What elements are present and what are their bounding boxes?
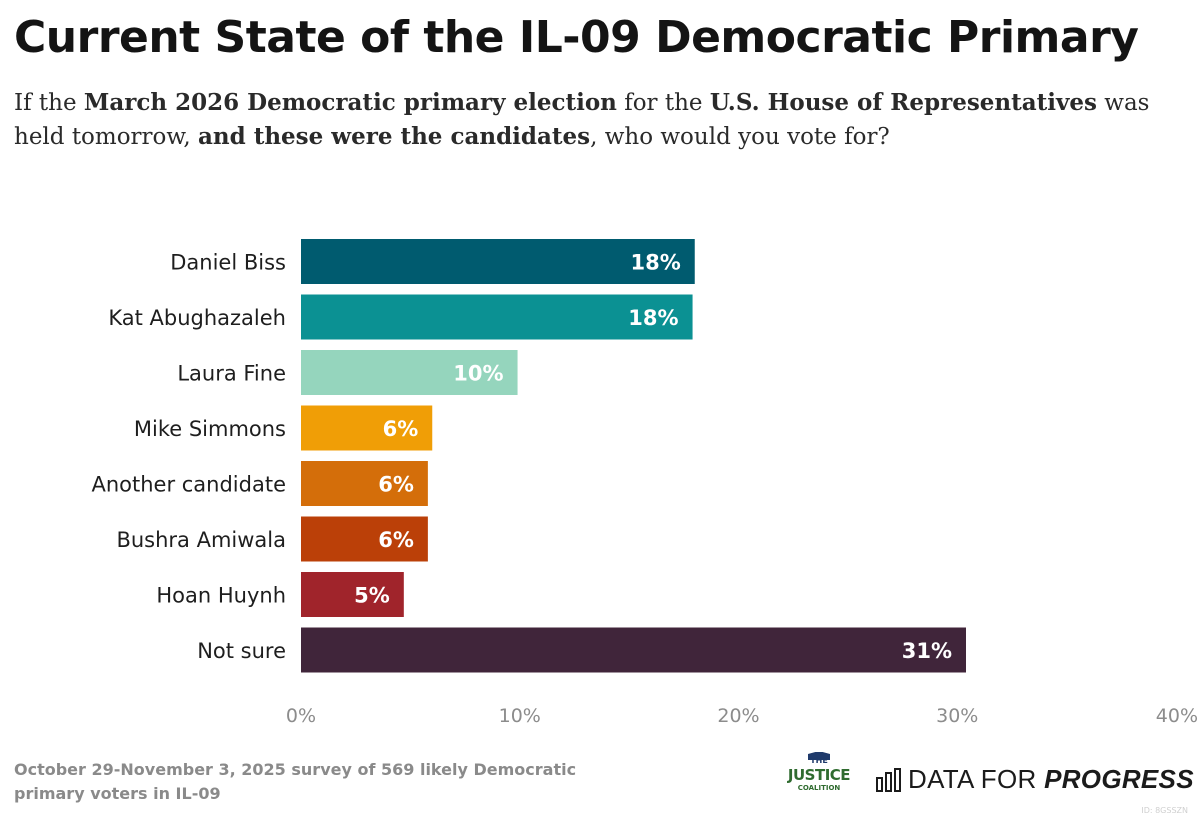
data-label: 18% (628, 306, 678, 330)
category-label: Kat Abughazaleh (108, 306, 286, 330)
x-tick-label: 20% (717, 705, 759, 727)
chart-title: Current State of the IL-09 Democratic Pr… (14, 12, 1139, 63)
data-label: 6% (378, 473, 414, 497)
justice-logo-line1: THE (810, 756, 828, 765)
category-label: Laura Fine (177, 362, 286, 386)
bar (301, 461, 428, 506)
bar (301, 294, 693, 340)
category-label: Not sure (197, 639, 286, 663)
dfp-wordmark: DATA FOR PROGRESS (908, 764, 1194, 794)
justice-logo-line3: COALITION (797, 784, 841, 792)
chart-id: ID: 8GSSZN (1141, 806, 1188, 815)
x-tick-label: 40% (1156, 705, 1198, 727)
bar-chart-icon (876, 767, 901, 792)
chart-subtitle: If the March 2026 Democratic primary ele… (14, 89, 1150, 150)
category-label: Hoan Huynh (156, 584, 286, 608)
shield-icon (808, 751, 830, 760)
data-label: 31% (902, 639, 952, 663)
bar (301, 516, 428, 562)
justice-coalition-logo: THE JUSTICE COALITION (786, 751, 852, 804)
justice-logo-line2: JUSTICE (787, 766, 851, 784)
x-tick-label: 10% (499, 705, 541, 727)
bar (301, 405, 433, 451)
bar (301, 627, 966, 673)
bar (301, 239, 695, 284)
bar (301, 350, 518, 395)
data-label: 6% (378, 528, 414, 552)
data-for-progress-logo: DATA FOR PROGRESS (876, 764, 1194, 795)
data-label: 18% (630, 251, 680, 275)
category-label: Bushra Amiwala (116, 528, 286, 552)
category-label: Another candidate (91, 473, 286, 497)
x-tick-label: 0% (286, 705, 316, 727)
bar-chart: Daniel Biss 18% Kat Abughazaleh 18% Laura Fi… (91, 239, 1198, 727)
data-label: 10% (453, 362, 503, 386)
survey-note: October 29-November 3, 2025 survey of 56… (14, 760, 577, 803)
data-label: 6% (383, 417, 419, 441)
bar (301, 572, 404, 617)
x-tick-label: 30% (936, 705, 978, 727)
category-label: Mike Simmons (134, 417, 286, 441)
data-label: 5% (354, 584, 390, 608)
category-label: Daniel Biss (170, 251, 286, 275)
